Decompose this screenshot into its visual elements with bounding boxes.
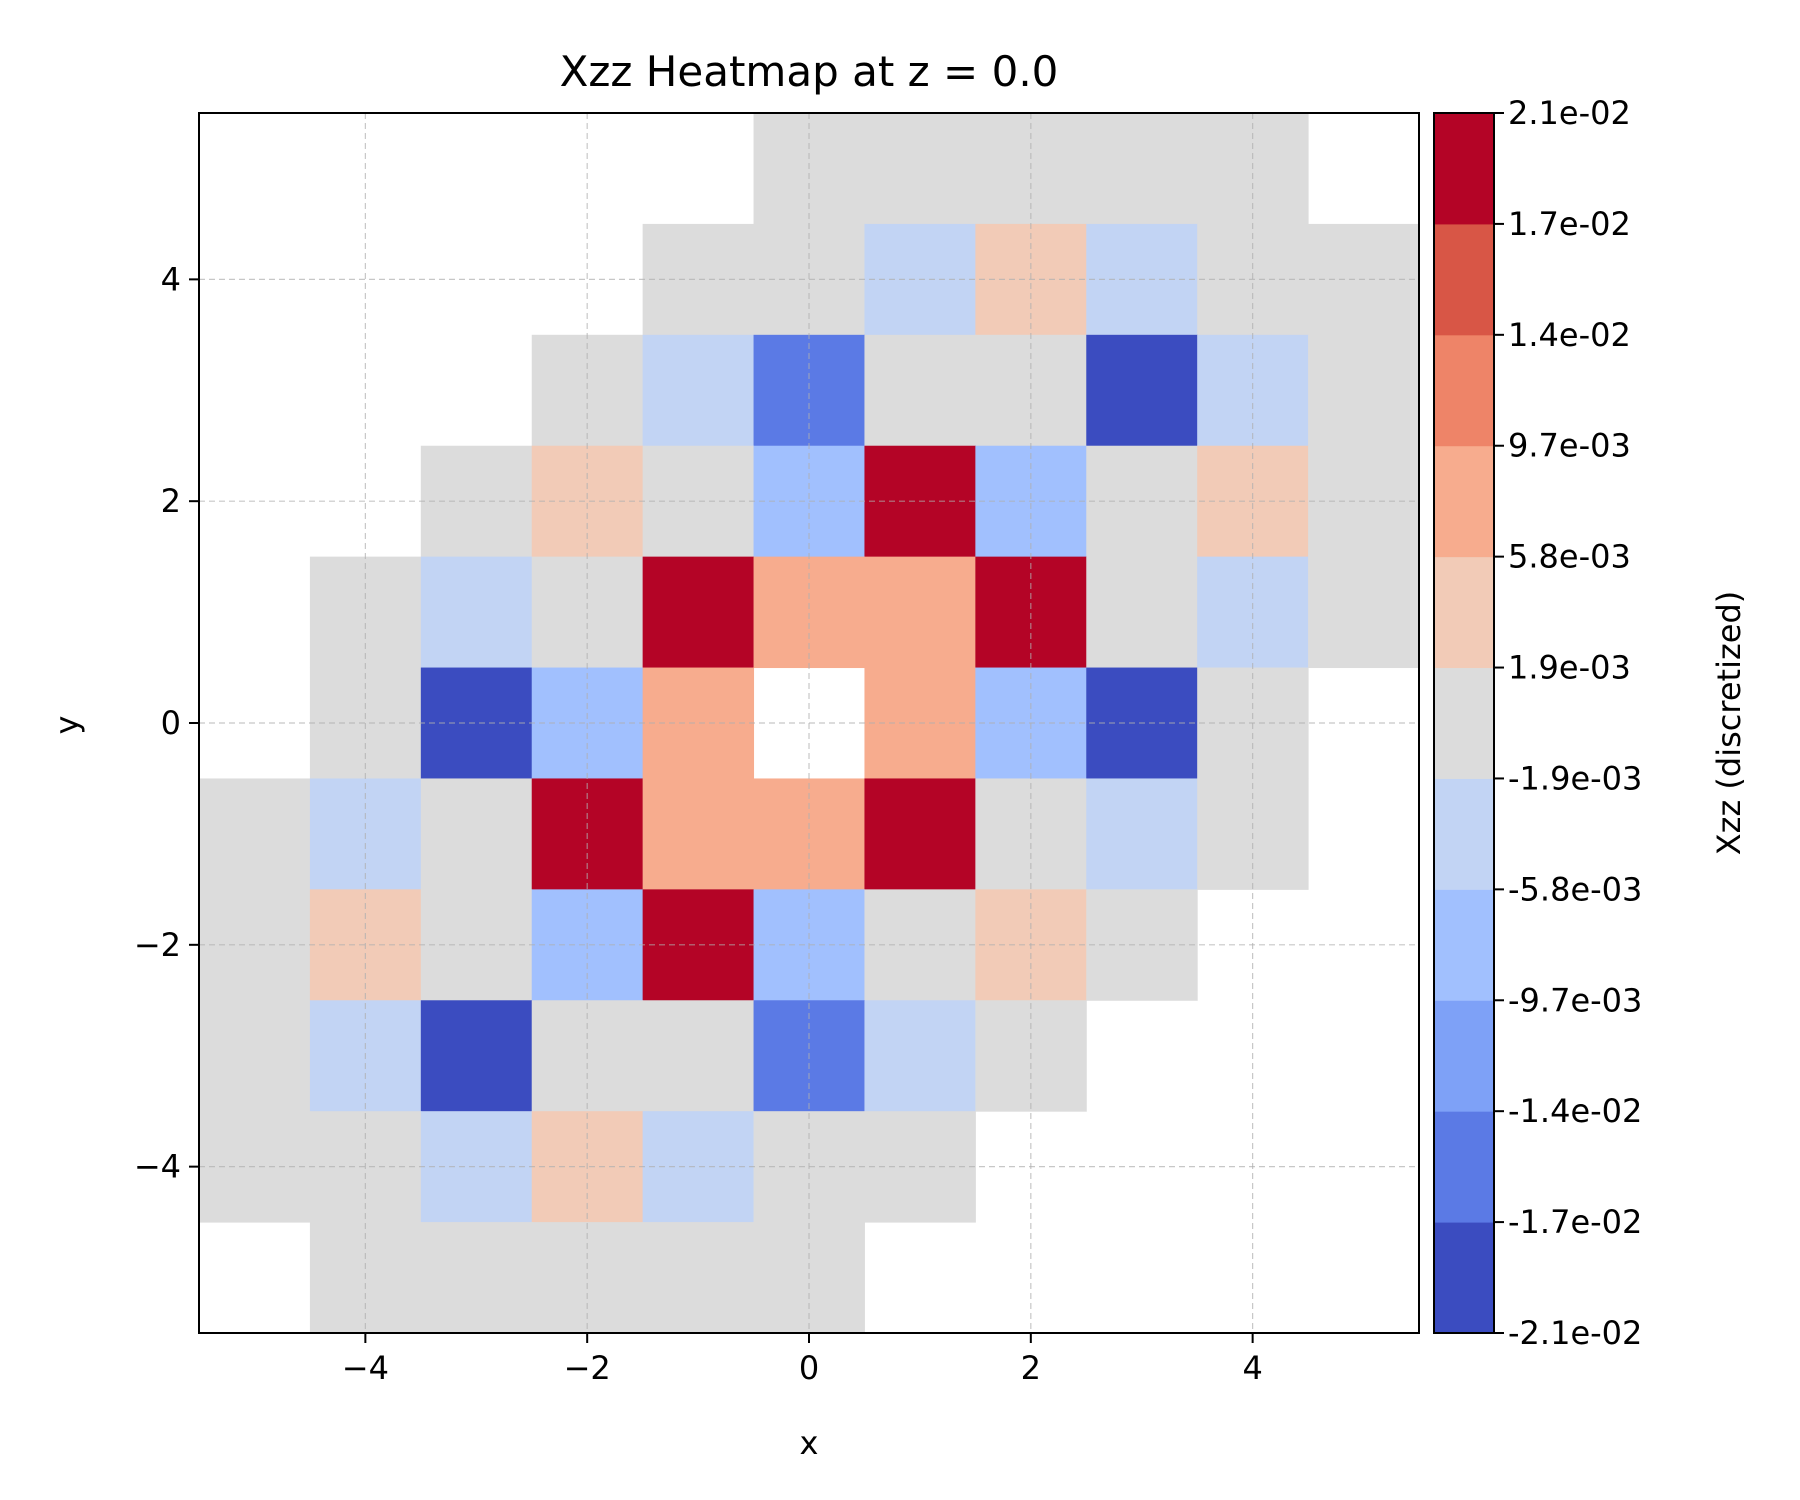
heatmap-cell [642,1222,755,1334]
plot-area [198,112,1420,1334]
heatmap-cell [1086,778,1198,890]
colorbar-segment [1434,889,1494,1001]
colorbar-tick-label: -5.8e-03 [1508,870,1642,908]
colorbar-segment [1434,1000,1494,1112]
heatmap-cell [1086,334,1198,447]
colorbar-segment [1434,334,1494,447]
heatmap-cell [1308,334,1420,447]
heatmap-cell [864,556,976,669]
heatmap-cell [199,1000,311,1112]
colorbar-segment [1434,113,1494,225]
colorbar-tick-label: -9.7e-03 [1508,981,1642,1019]
x-tick-label: −2 [564,1349,611,1387]
heatmap-cell [531,445,644,558]
heatmap-cell [1308,556,1420,669]
heatmap-cell [420,1222,533,1334]
colorbar-tick-label: 1.9e-03 [1508,649,1631,687]
colorbar-tick-label: -1.4e-02 [1508,1092,1642,1130]
colorbar-tick-label: -1.9e-03 [1508,759,1642,797]
colorbar: -2.1e-02 -1.7e-02 -1.4e-02 -9.7e-03 -5.8e-03… [1433,94,1748,1352]
colorbar-segments [1434,113,1494,1334]
colorbar-segment [1434,1111,1494,1223]
heatmap-cell [531,334,644,447]
heatmap-cell [642,778,755,890]
x-tick-label: −4 [342,1349,389,1387]
colorbar-frame [1433,112,1495,1334]
heatmap-cell [1086,113,1198,225]
heatmap-cell [864,778,976,890]
heatmap-cell [975,334,1087,447]
heatmap-cell [864,1000,976,1112]
heatmap-cell [642,1000,755,1112]
y-tick-label: 0 [161,704,181,742]
heatmap-cell [420,778,533,890]
x-tick-label: 0 [799,1349,819,1387]
heatmap-cell [420,667,533,779]
heatmap-cell [420,889,533,1001]
y-axis-label: y [48,716,86,735]
y-axis-ticks: −4 −2 0 2 4 [134,260,199,1186]
colorbar-tick-label: 9.7e-03 [1508,427,1631,465]
colorbar-label: Xzz (discretized) [1710,591,1748,856]
x-axis-ticks: −4 −2 0 2 4 [342,1333,1263,1387]
y-tick-label: 4 [161,260,181,298]
colorbar-tick-label: 1.4e-02 [1508,316,1631,354]
colorbar-tick-label: -2.1e-02 [1508,1314,1642,1352]
colorbar-tick-label: -1.7e-02 [1508,1203,1642,1241]
grid-lines [199,113,1419,1333]
heatmap-cell [1197,334,1309,447]
heatmap-cell [1086,556,1198,669]
heatmap-cell [420,556,533,669]
heatmap-cell [864,113,976,225]
heatmap-cell [199,778,311,890]
colorbar-segment [1434,223,1494,336]
heatmap-cell [642,334,755,447]
heatmap-cell [753,334,865,447]
x-tick-label: 2 [1021,1349,1041,1387]
heatmap-cell [864,334,976,447]
colorbar-ticks: -2.1e-02 -1.7e-02 -1.4e-02 -9.7e-03 -5.8e-03… [1494,94,1642,1352]
colorbar-segment [1434,556,1494,669]
y-tick-label: 2 [161,482,181,520]
colorbar-segment [1434,1222,1494,1334]
colorbar-tick-label: 2.1e-02 [1508,94,1631,132]
colorbar-segment [1434,445,1494,558]
chart-title: Xzz Heatmap at z = 0.0 [560,47,1059,96]
x-axis-label: x [800,1424,819,1462]
heatmap-cell [420,1111,533,1223]
colorbar-tick-label: 5.8e-03 [1508,538,1631,576]
x-tick-label: 4 [1242,1349,1262,1387]
colorbar-tick-label: 1.7e-02 [1508,205,1631,243]
y-tick-label: −2 [134,926,181,964]
colorbar-segment [1434,778,1494,890]
heatmap-cell [642,556,755,669]
heatmap-cell [420,1000,533,1112]
y-tick-label: −4 [134,1148,181,1186]
heatmap-cell [420,445,533,558]
colorbar-segment [1434,667,1494,779]
